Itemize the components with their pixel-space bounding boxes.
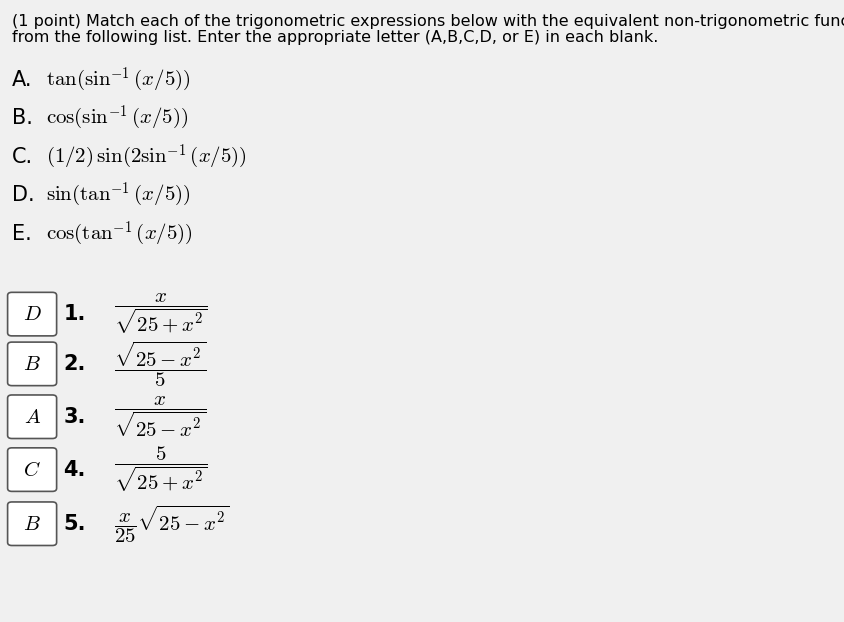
Text: 1.: 1. <box>63 304 85 324</box>
Text: $\dfrac{\sqrt{25-x^2}}{5}$: $\dfrac{\sqrt{25-x^2}}{5}$ <box>114 339 206 389</box>
Text: $C$: $C$ <box>23 460 41 480</box>
Text: $\mathrm{cos}(\tan^{-1}(x/5))$: $\mathrm{cos}(\tan^{-1}(x/5))$ <box>46 220 193 248</box>
Text: $(1/2)\,\mathrm{sin}(2\sin^{-1}(x/5))$: $(1/2)\,\mathrm{sin}(2\sin^{-1}(x/5))$ <box>46 142 247 171</box>
Text: E.: E. <box>12 224 31 244</box>
Text: D.: D. <box>12 185 35 205</box>
Text: $D$: $D$ <box>23 304 41 324</box>
Text: $\dfrac{x}{25}\sqrt{25-x^2}$: $\dfrac{x}{25}\sqrt{25-x^2}$ <box>114 503 230 544</box>
Text: 2.: 2. <box>63 354 85 374</box>
Text: $\dfrac{x}{\sqrt{25+x^2}}$: $\dfrac{x}{\sqrt{25+x^2}}$ <box>114 292 208 337</box>
Text: $\mathrm{tan}(\sin^{-1}(x/5))$: $\mathrm{tan}(\sin^{-1}(x/5))$ <box>46 65 191 94</box>
Text: $B$: $B$ <box>23 514 41 534</box>
Text: 4.: 4. <box>63 460 85 480</box>
Text: B.: B. <box>12 108 33 128</box>
Text: $A$: $A$ <box>24 407 41 427</box>
Text: $\dfrac{5}{\sqrt{25+x^2}}$: $\dfrac{5}{\sqrt{25+x^2}}$ <box>114 445 208 494</box>
Text: $\mathrm{cos}(\sin^{-1}(x/5))$: $\mathrm{cos}(\sin^{-1}(x/5))$ <box>46 104 188 132</box>
Text: from the following list. Enter the appropriate letter (A,B,C,D, or E) in each bl: from the following list. Enter the appro… <box>12 30 657 45</box>
Text: $\dfrac{x}{\sqrt{25-x^2}}$: $\dfrac{x}{\sqrt{25-x^2}}$ <box>114 394 206 439</box>
Text: A.: A. <box>12 70 32 90</box>
Text: $\mathrm{sin}(\tan^{-1}(x/5))$: $\mathrm{sin}(\tan^{-1}(x/5))$ <box>46 181 191 210</box>
Text: 3.: 3. <box>63 407 85 427</box>
Text: C.: C. <box>12 147 33 167</box>
Text: 5.: 5. <box>63 514 86 534</box>
Text: $B$: $B$ <box>23 354 41 374</box>
Text: (1 point) Match each of the trigonometric expressions below with the equivalent : (1 point) Match each of the trigonometri… <box>12 14 844 29</box>
